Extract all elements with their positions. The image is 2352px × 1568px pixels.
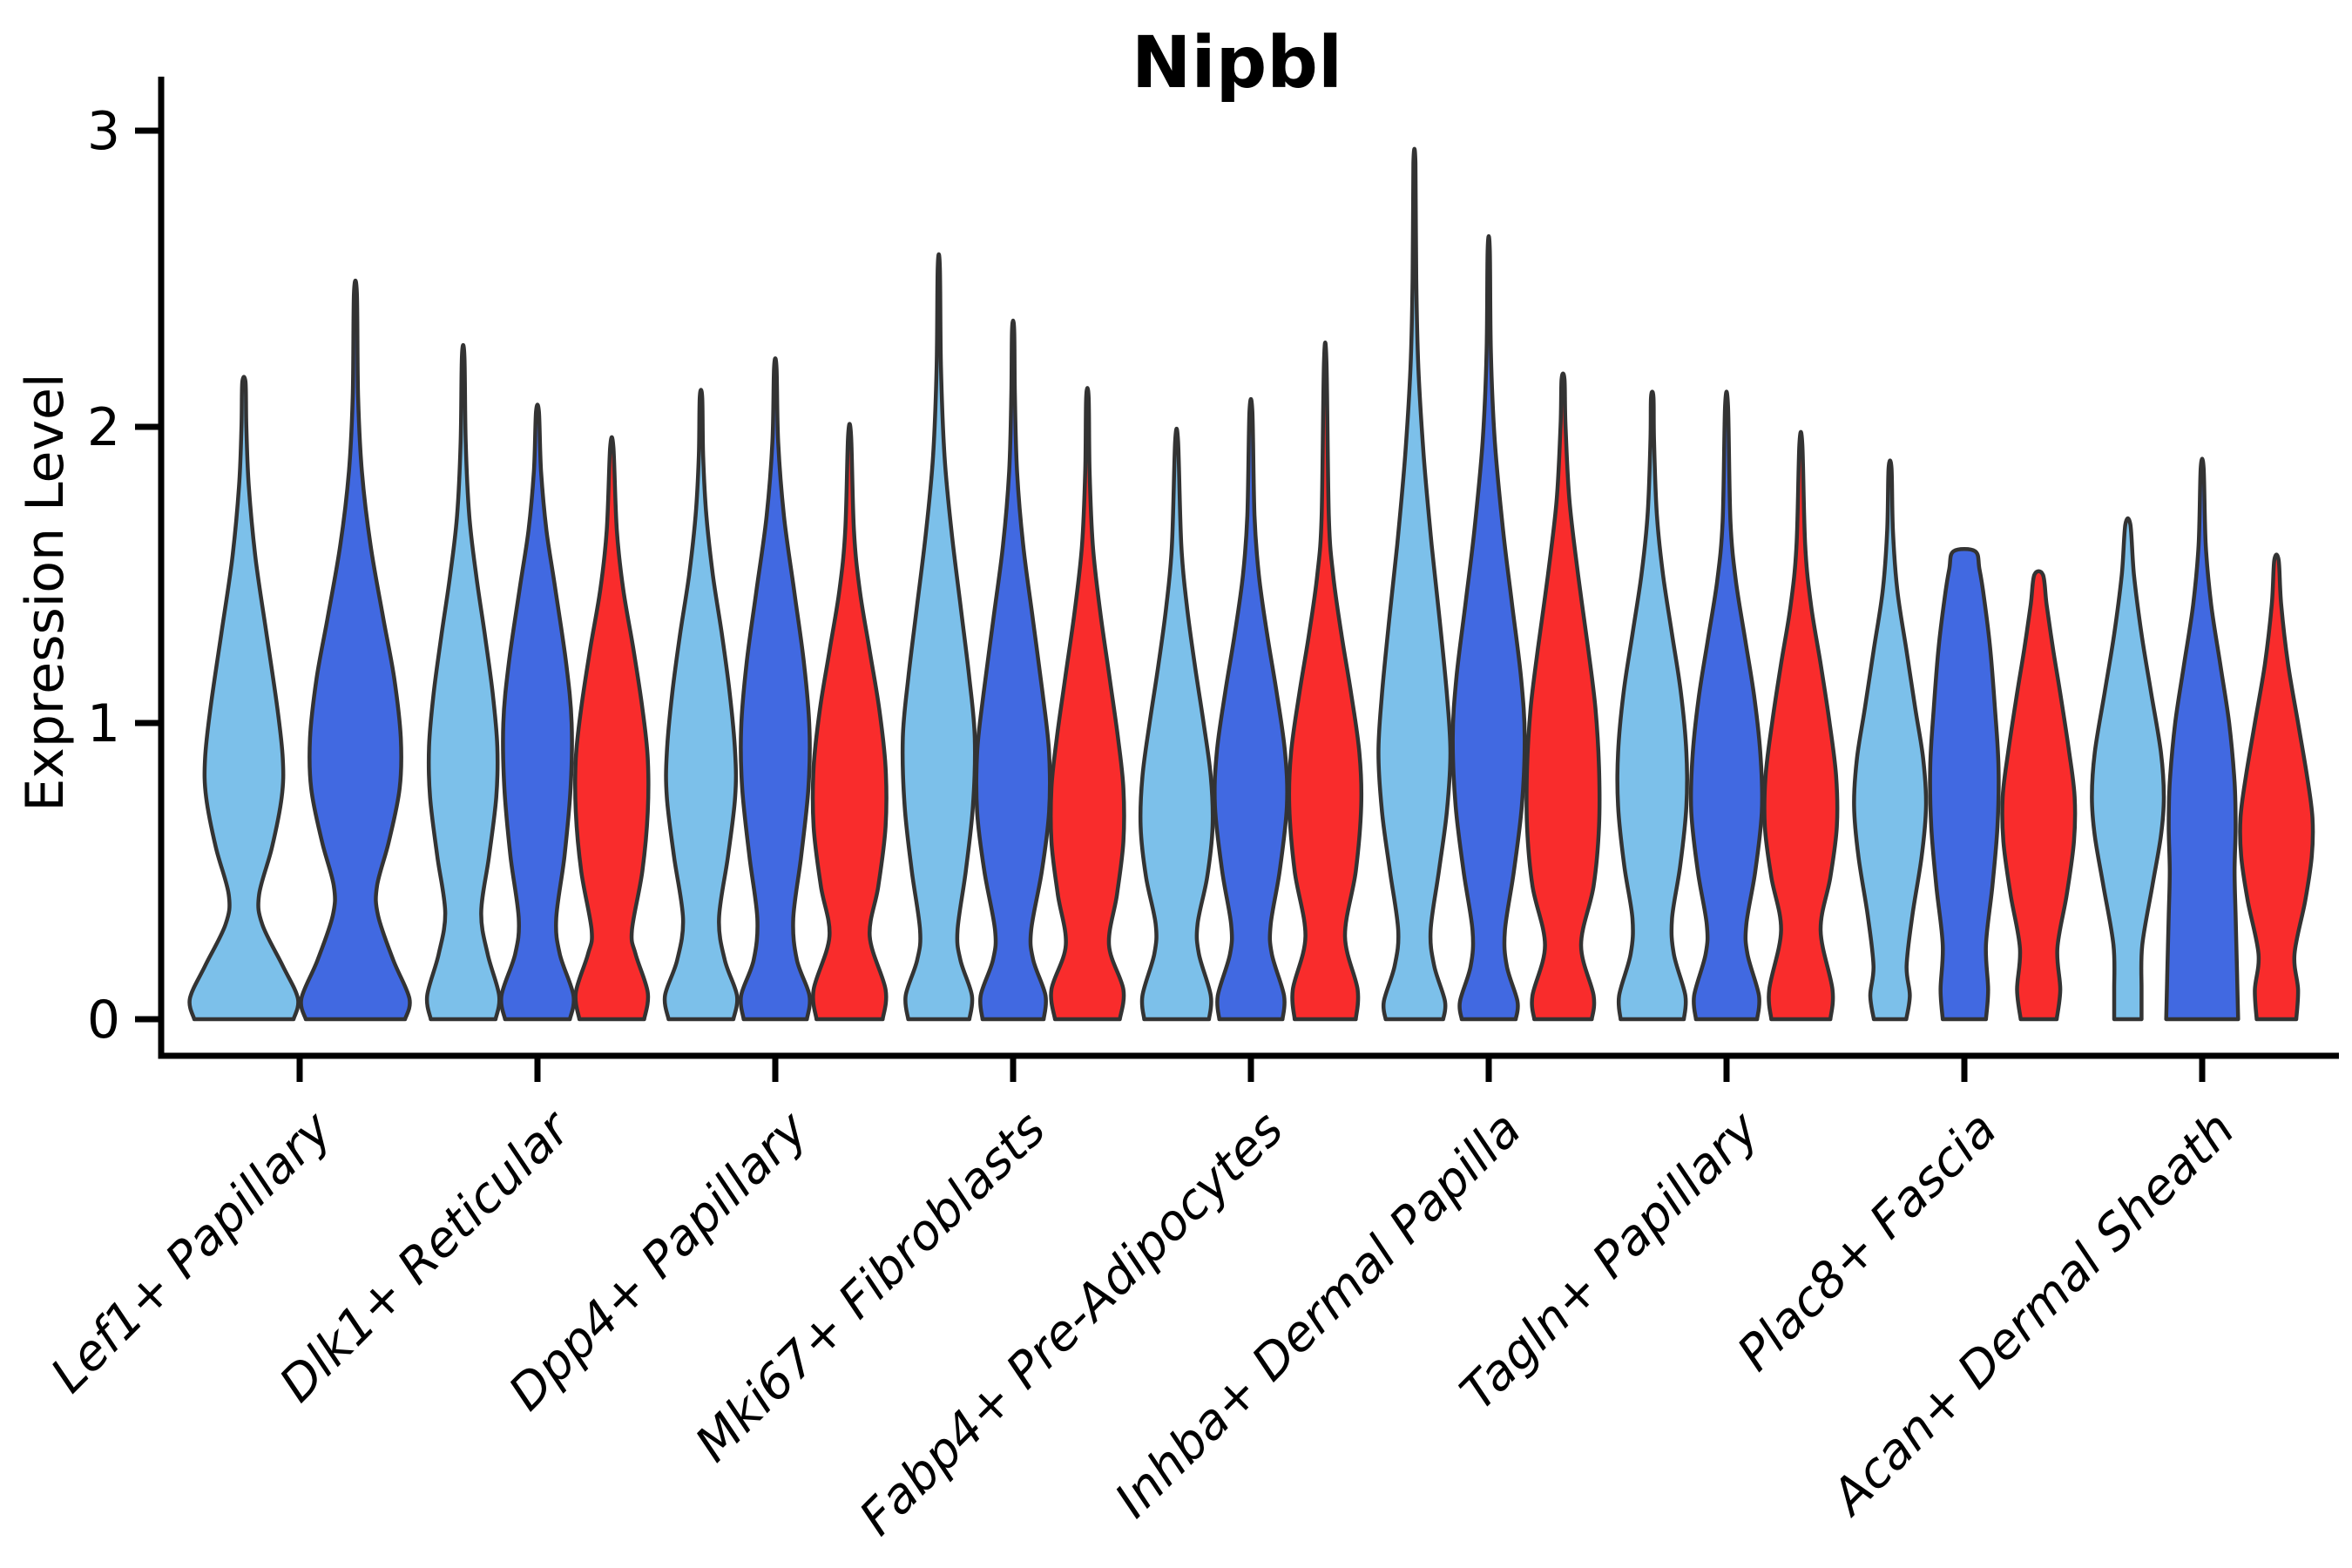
x-tick-label: Fabp4+ Pre-Adipocytes [849,1101,1294,1546]
violin-dlk1-dark_blue [499,402,576,1022]
violin-fabp4-light_blue [1138,426,1215,1022]
violin-inhba-red [1524,371,1602,1022]
violin-dlk1-red [573,435,651,1022]
violin-dlk1-light_blue [424,342,502,1022]
y-tick-label-1: 1 [87,693,120,754]
violin-tagln-light_blue [1615,389,1690,1022]
y-tick-label-3: 3 [87,101,120,162]
y-tick-label-2: 2 [87,397,120,458]
violin-acan-light_blue [2090,516,2166,1022]
y-tick-label-0: 0 [87,990,120,1051]
violin-tagln-dark_blue [1688,389,1765,1022]
violin-plac8-dark_blue [1928,547,2001,1022]
violin-inhba-light_blue [1376,146,1453,1022]
chart-title: Nipbl [1132,22,1342,105]
violin-acan-red [2238,552,2315,1022]
violin-mki67-red [1048,386,1126,1022]
violins-layer [187,146,2315,1022]
violin-plac8-red [2000,569,2078,1022]
violin-fabp4-red [1287,340,1364,1022]
violin-acan-dark_blue [2164,456,2240,1022]
violin-inhba-dark_blue [1450,233,1527,1022]
violin-plac8-light_blue [1852,458,1929,1022]
violin-lef1-light_blue [187,375,301,1022]
y-axis-label: Expression Level [15,373,76,811]
violin-mki67-dark_blue [974,318,1052,1022]
violin-dpp4-red [810,422,889,1022]
x-tick-label: Inhba+ Dermal Papilla [1105,1101,1532,1529]
violin-lef1-dark_blue [299,278,412,1022]
y-ticks: 0 1 2 3 [87,101,161,1051]
x-tick-label: Acan+ Dermal Sheath [1820,1101,2246,1527]
violin-mki67-light_blue [900,252,977,1022]
violin-tagln-red [1762,429,1840,1022]
violin-dpp4-light_blue [662,388,740,1022]
violin-dpp4-dark_blue [739,356,812,1022]
violin-fabp4-dark_blue [1213,396,1289,1022]
